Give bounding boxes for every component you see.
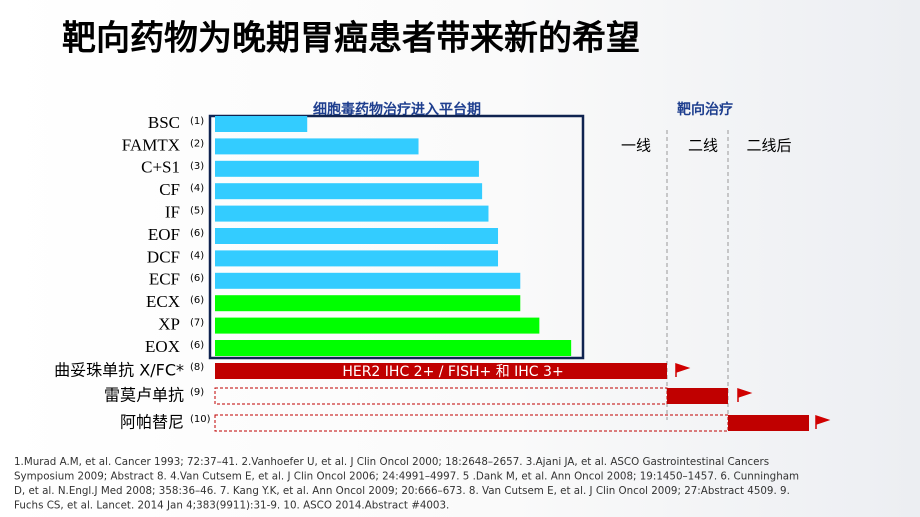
bar bbox=[215, 250, 499, 267]
row-label: 雷莫卢单抗 bbox=[104, 386, 184, 405]
ref-label: (9) bbox=[190, 387, 204, 398]
bar bbox=[215, 138, 419, 155]
ref-label: (6) bbox=[190, 340, 204, 351]
therapy-outline bbox=[214, 387, 668, 405]
therapy-text: HER2 IHC 2+ / FISH+ 和 IHC 3+ bbox=[342, 364, 563, 380]
bar bbox=[215, 340, 572, 356]
bar bbox=[215, 295, 521, 312]
therapy-bar bbox=[728, 415, 809, 431]
flag bbox=[675, 362, 691, 377]
reference-line: 1.Murad A.M, et al. Cancer 1993; 72:37–4… bbox=[14, 456, 769, 468]
ref-label: (4) bbox=[190, 250, 204, 261]
bar bbox=[215, 317, 540, 334]
ref-label: (10) bbox=[190, 414, 211, 425]
category-label: IF bbox=[165, 203, 180, 222]
ref-label: (6) bbox=[190, 295, 204, 306]
column-label: 一线 bbox=[621, 137, 651, 155]
ref-label: (5) bbox=[190, 206, 204, 217]
category-label: EOF bbox=[148, 225, 180, 244]
ref-label: (6) bbox=[190, 273, 204, 284]
category-label: DCF bbox=[147, 247, 180, 266]
flag bbox=[737, 387, 753, 402]
category-label: BSC bbox=[148, 113, 180, 132]
section-title: 细胞毒药物治疗进入平台期 bbox=[313, 101, 481, 118]
category-label: FAMTX bbox=[122, 135, 180, 154]
plateau-box bbox=[208, 114, 585, 360]
ref-label: (4) bbox=[190, 183, 204, 194]
bar bbox=[215, 272, 521, 289]
slide-title: 靶向药物为晚期胃癌患者带来新的希望 bbox=[62, 19, 640, 59]
therapy-bar bbox=[667, 388, 728, 404]
category-label: C+S1 bbox=[141, 158, 180, 177]
reference-line: D, et al. N.Engl.J Med 2008; 358:36–46. … bbox=[14, 485, 790, 497]
column-label: 二线后 bbox=[746, 137, 791, 155]
category-label: XP bbox=[158, 315, 180, 334]
bar bbox=[215, 228, 499, 244]
row-label: 曲妥珠单抗 X/FC* bbox=[54, 361, 184, 380]
ref-label: (2) bbox=[190, 138, 204, 149]
column-label: 二线 bbox=[688, 137, 718, 155]
category-label: ECF bbox=[149, 270, 180, 289]
ref-label: (1) bbox=[190, 116, 204, 127]
category-label: EOX bbox=[145, 337, 180, 356]
ref-label: (8) bbox=[190, 362, 204, 373]
section-title: 靶向治疗 bbox=[677, 101, 733, 118]
row-label: 阿帕替尼 bbox=[120, 413, 184, 432]
reference-line: Fuchs CS, et al. Lancet. 2014 Jan 4;383(… bbox=[14, 500, 449, 512]
ref-label: (6) bbox=[190, 228, 204, 239]
bar bbox=[215, 160, 479, 177]
ref-label: (7) bbox=[190, 318, 204, 329]
reference-line: Symposium 2009; Abstract 8. 4.Van Cutsem… bbox=[14, 471, 799, 483]
bar bbox=[215, 183, 483, 200]
category-label: ECX bbox=[146, 292, 180, 311]
flag bbox=[815, 414, 831, 429]
bar bbox=[215, 116, 308, 132]
therapy-outline bbox=[214, 414, 729, 432]
category-label: CF bbox=[159, 180, 180, 199]
therapy-bar bbox=[215, 363, 667, 379]
ref-label: (3) bbox=[190, 161, 204, 172]
bar bbox=[215, 205, 489, 222]
